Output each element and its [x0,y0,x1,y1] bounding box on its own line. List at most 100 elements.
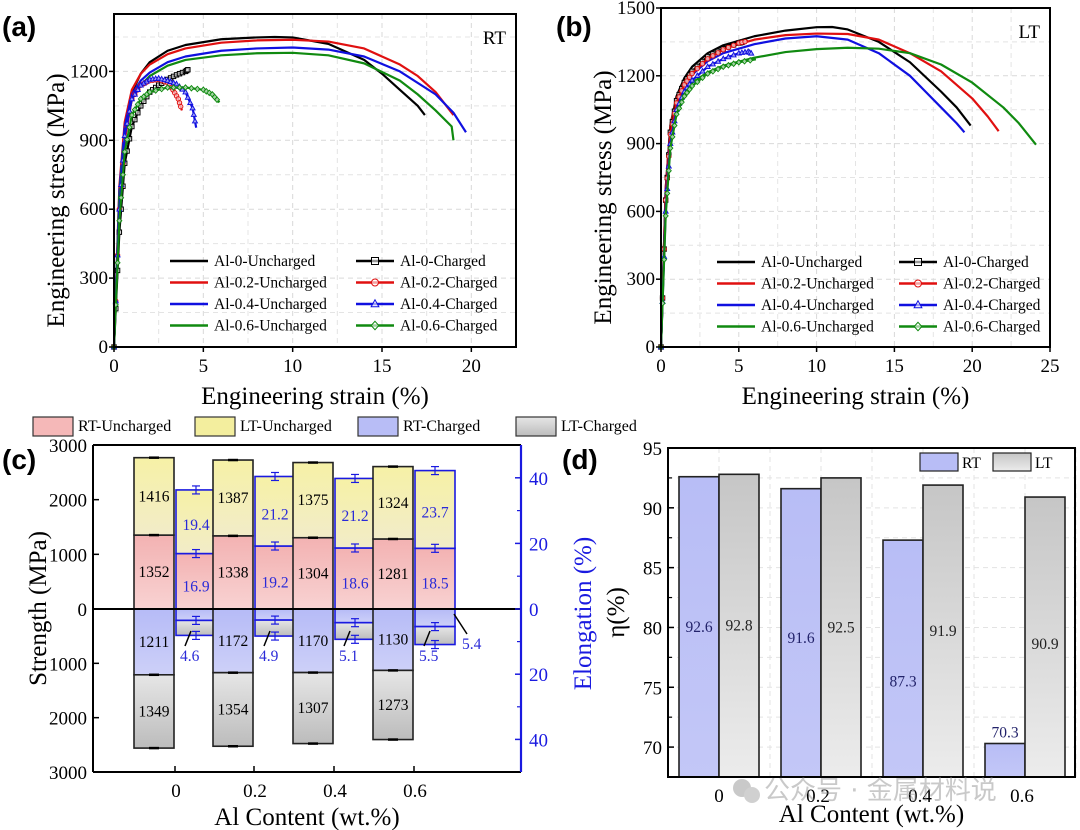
series-marker [200,86,207,94]
series-marker [667,144,674,152]
x-tick-label: 15 [885,356,904,377]
x-tick-label: 0 [109,356,119,377]
series-marker [662,212,669,220]
arrow [453,613,468,635]
series-marker [747,49,755,56]
legend-marker [913,299,923,309]
x-axis-title: Engineering strain (%) [742,383,970,410]
legend-label: Al-0-Uncharged [761,254,863,271]
series-marker [704,63,711,70]
arrow [343,630,351,647]
y2-tick-label: 40 [529,469,548,490]
y-tick-label: 1500 [617,0,655,19]
legend-label: RT-Charged [403,418,480,435]
series-marker [709,67,716,75]
series-marker [688,76,696,83]
elong-value-label: 18.5 [421,576,448,593]
plot-frame [113,13,517,348]
y-tick-label: 600 [627,201,656,222]
bar-lt-charged [133,673,175,749]
panel-label-b: (b) [556,11,592,42]
series-marker [121,132,128,138]
value-label-rt: 92.6 [685,619,712,636]
series-marker [178,103,184,110]
x-tick-label: 25 [1041,356,1060,377]
bar-lt [820,477,862,778]
value-label: 1416 [139,488,170,505]
value-label: 1375 [298,492,329,509]
value-label-rt: 87.3 [889,674,916,691]
bar-rt-charged [372,608,414,672]
series-marker [170,84,177,91]
watermark: 公众号 · 金属材料说 [733,776,997,806]
legend-marker [370,320,380,331]
series-marker [699,74,706,82]
panel-d: 92.6 92.8 0 91.6 92.5 0.2 87.3 91.9 0.4 70.3 90.9 0… [603,439,1077,828]
y-tick-label: 600 [80,199,109,220]
elong-value-label: 5.1 [339,648,358,665]
legend-swatch-rt [919,452,959,472]
value-label-lt: 90.9 [1031,636,1058,653]
legend-marker [370,298,380,308]
series-marker [671,122,678,129]
series-marker [128,111,135,119]
y-tick-label: 1000 [49,545,87,566]
series-marker [167,78,174,85]
arrow [423,630,431,647]
legend-label: LT-Charged [561,418,637,435]
bar-lt-uncharged [212,459,254,537]
series-marker [699,67,706,74]
series-marker [164,76,171,83]
panel-b: 0 5 10 15 20 25 0 300 600 900 1200 1500 Engineering … [590,0,1060,410]
series-marker [182,88,189,95]
legend-label: RT [962,455,981,472]
value-label: 1281 [378,566,409,583]
value-label: 1273 [378,697,409,714]
bar-lt [718,473,760,778]
y-tick-label: 95 [643,439,662,460]
elong-bar-rt-uncharged [175,552,217,610]
legend-label: Al-0-Uncharged [214,253,316,270]
series-marker [730,42,737,48]
series-marker [676,104,683,112]
series-marker [191,117,199,124]
bar-lt [1024,496,1066,778]
arrow [263,630,271,647]
series-marker [686,85,693,93]
series-marker [742,38,748,45]
x-tick-label: 20 [963,356,982,377]
x-tick-label: 0.2 [806,786,830,807]
series-marker [152,87,159,94]
legend-swatch [32,416,74,437]
series-marker [131,106,138,114]
x-tick-label: 5 [199,356,209,377]
value-label: 1352 [139,564,170,581]
x-axis-title: Al Content (wt.%) [214,804,399,830]
series-marker [126,123,133,131]
wechat-icon [744,787,760,803]
elong-value-label: 19.2 [261,575,288,592]
elong-value-label: 21.2 [261,506,288,523]
series-marker [689,70,695,77]
x-tick-label: 5 [734,356,744,377]
x-axis-title: Engineering strain (%) [201,383,429,410]
series-marker [665,167,672,175]
value-label-rt: 70.3 [991,725,1018,742]
value-label: 1211 [139,634,169,651]
value-label: 1170 [298,633,329,650]
y-tick-label: 2000 [49,491,87,512]
legend-label: Al-0.6-Uncharged [214,318,327,335]
y-tick-label: 80 [643,618,662,639]
series-marker [719,55,727,62]
series-marker [684,78,690,84]
condition-label: RT [483,28,507,49]
panel-c: RT-Uncharged LT-Uncharged RT-Charged LT-Cha… [25,416,637,830]
arrow [184,630,192,647]
panel-label-d: (d) [562,444,598,475]
series-marker [681,82,688,88]
y-tick-label: 70 [643,738,662,759]
bar-rt-uncharged [292,536,334,610]
legend-label: Al-0.2-Uncharged [214,275,327,292]
series-marker [694,78,701,86]
series-marker [185,67,191,73]
